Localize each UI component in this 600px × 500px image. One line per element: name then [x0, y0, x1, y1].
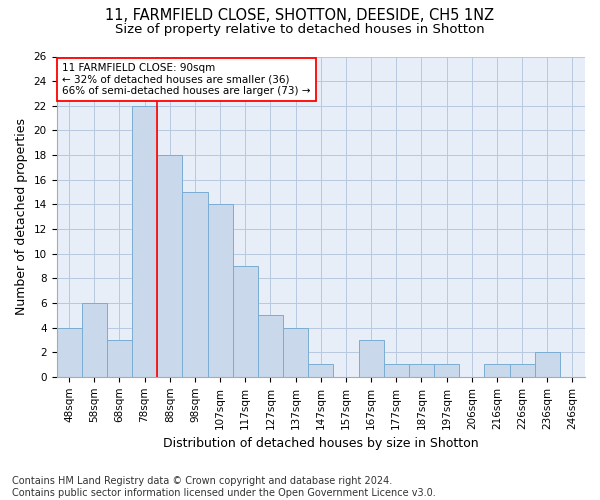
Bar	[434, 364, 459, 377]
Bar	[283, 328, 308, 377]
Bar	[509, 364, 535, 377]
Text: 11 FARMFIELD CLOSE: 90sqm
← 32% of detached houses are smaller (36)
66% of semi-: 11 FARMFIELD CLOSE: 90sqm ← 32% of detac…	[62, 63, 310, 96]
Text: Size of property relative to detached houses in Shotton: Size of property relative to detached ho…	[115, 22, 485, 36]
Bar	[157, 155, 182, 377]
Bar	[82, 303, 107, 377]
Text: Contains HM Land Registry data © Crown copyright and database right 2024.
Contai: Contains HM Land Registry data © Crown c…	[12, 476, 436, 498]
Bar	[107, 340, 132, 377]
Bar	[308, 364, 334, 377]
Bar	[535, 352, 560, 377]
Bar	[258, 315, 283, 377]
Bar	[233, 266, 258, 377]
Bar	[359, 340, 383, 377]
Bar	[383, 364, 409, 377]
Y-axis label: Number of detached properties: Number of detached properties	[15, 118, 28, 315]
X-axis label: Distribution of detached houses by size in Shotton: Distribution of detached houses by size …	[163, 437, 479, 450]
Bar	[56, 328, 82, 377]
Bar	[182, 192, 208, 377]
Text: 11, FARMFIELD CLOSE, SHOTTON, DEESIDE, CH5 1NZ: 11, FARMFIELD CLOSE, SHOTTON, DEESIDE, C…	[106, 8, 494, 22]
Bar	[132, 106, 157, 377]
Bar	[484, 364, 509, 377]
Bar	[208, 204, 233, 377]
Bar	[409, 364, 434, 377]
